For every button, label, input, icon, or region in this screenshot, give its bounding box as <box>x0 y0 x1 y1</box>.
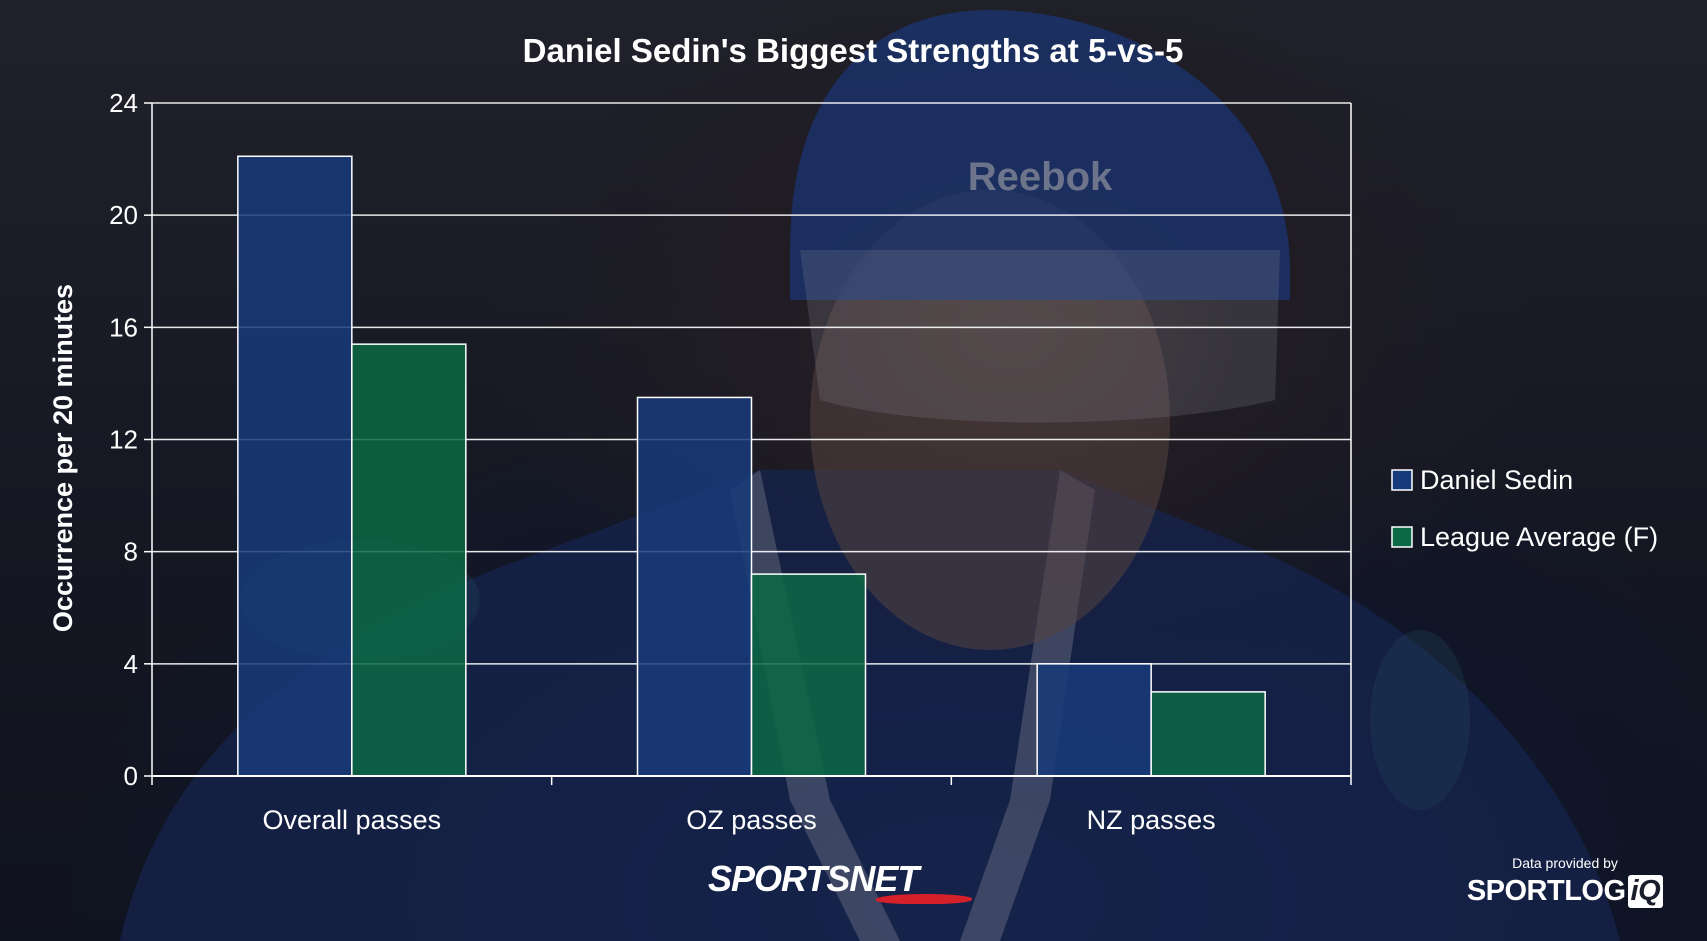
data-credit: Data provided by SPORTLOG iQ <box>1465 855 1665 908</box>
bar-daniel-sedin <box>237 155 353 777</box>
sportsnet-logo: SPORTSNET <box>708 858 1028 908</box>
x-axis-labels: Overall passes OZ passes NZ passes <box>263 805 1216 835</box>
y-tick-label: 4 <box>124 649 138 679</box>
y-axis-ticks: 0 4 8 12 16 20 24 <box>109 88 153 791</box>
data-provided-label: Data provided by <box>1512 855 1618 871</box>
legend-label: League Average (F) <box>1420 522 1658 552</box>
bar-daniel-sedin <box>1036 663 1152 777</box>
sportsnet-swoosh-icon <box>874 894 974 904</box>
svg-text:Reebok: Reebok <box>968 155 1113 199</box>
chart-title: Daniel Sedin's Biggest Strengths at 5-vs… <box>523 32 1184 69</box>
sportlogiq-logo-text: SPORTLOG <box>1466 875 1626 907</box>
sportlogiq-logo: SPORTLOG iQ <box>1465 875 1665 908</box>
legend: Daniel Sedin League Average (F) <box>1391 465 1658 552</box>
x-category-label: Overall passes <box>263 805 442 835</box>
x-category-label: OZ passes <box>686 805 817 835</box>
legend-swatch <box>1391 469 1413 491</box>
y-tick-label: 20 <box>109 200 138 230</box>
bar-league-average <box>351 343 467 777</box>
legend-swatch <box>1391 526 1413 548</box>
legend-label: Daniel Sedin <box>1420 465 1573 495</box>
y-tick-label: 0 <box>124 761 138 791</box>
sportlogiq-iq-badge: iQ <box>1627 875 1664 908</box>
sportsnet-logo-text: SPORTSNET <box>708 858 919 899</box>
bar-league-average <box>750 573 867 777</box>
x-axis <box>151 775 1352 785</box>
bar-league-average <box>1150 691 1266 777</box>
y-tick-label: 12 <box>109 425 138 455</box>
y-tick-label: 16 <box>109 312 138 342</box>
bars <box>237 155 1266 777</box>
x-category-label: NZ passes <box>1087 805 1216 835</box>
y-tick-label: 8 <box>124 537 138 567</box>
bar-daniel-sedin <box>636 396 753 777</box>
y-tick-label: 24 <box>109 88 138 118</box>
y-axis-title: Occurrence per 20 minutes <box>48 284 78 632</box>
